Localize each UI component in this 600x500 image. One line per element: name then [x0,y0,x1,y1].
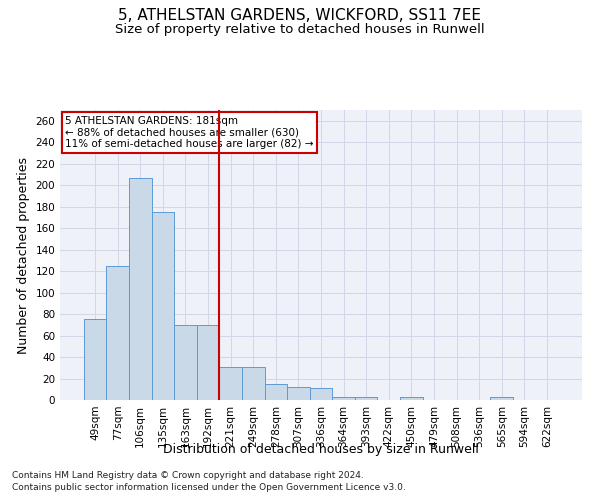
Bar [152,212,174,400]
Bar [84,320,106,400]
Bar [220,366,242,400]
Bar [287,387,310,400]
Bar [129,178,152,400]
Text: Contains public sector information licensed under the Open Government Licence v3: Contains public sector information licen… [12,484,406,492]
Bar [490,397,513,400]
Text: 5 ATHELSTAN GARDENS: 181sqm
← 88% of detached houses are smaller (630)
11% of se: 5 ATHELSTAN GARDENS: 181sqm ← 88% of det… [65,116,314,149]
Bar [197,325,220,400]
Text: Distribution of detached houses by size in Runwell: Distribution of detached houses by size … [163,442,479,456]
Y-axis label: Number of detached properties: Number of detached properties [17,156,30,354]
Bar [106,266,129,400]
Text: 5, ATHELSTAN GARDENS, WICKFORD, SS11 7EE: 5, ATHELSTAN GARDENS, WICKFORD, SS11 7EE [119,8,482,22]
Bar [265,384,287,400]
Text: Contains HM Land Registry data © Crown copyright and database right 2024.: Contains HM Land Registry data © Crown c… [12,471,364,480]
Bar [400,397,422,400]
Bar [242,366,265,400]
Bar [332,397,355,400]
Bar [310,388,332,400]
Bar [174,325,197,400]
Bar [355,397,377,400]
Text: Size of property relative to detached houses in Runwell: Size of property relative to detached ho… [115,22,485,36]
